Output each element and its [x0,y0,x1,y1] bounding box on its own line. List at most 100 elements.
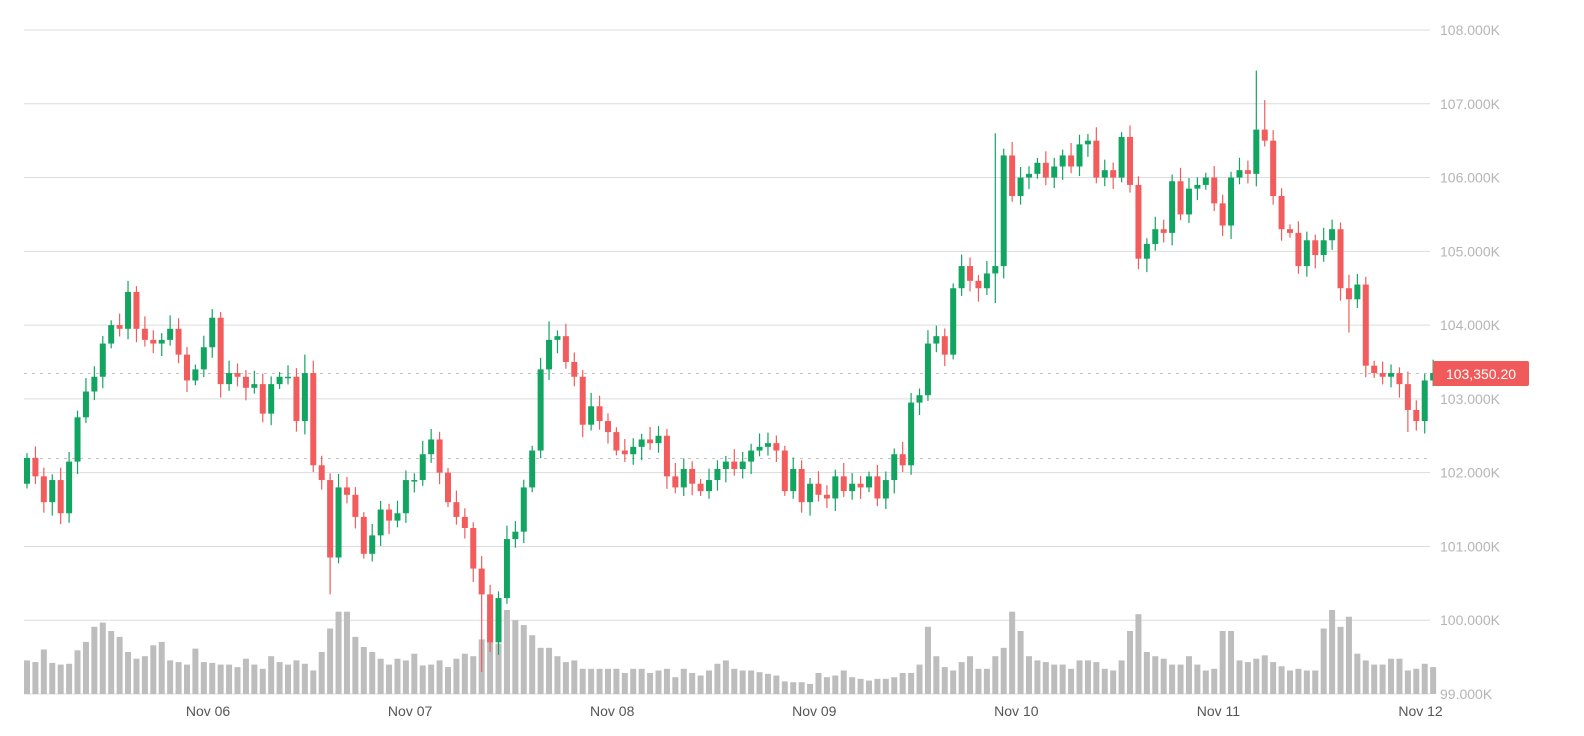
volume-bar [874,678,881,694]
volume-bar [217,664,224,694]
candle-body [1320,240,1327,256]
volume-bar [790,682,797,694]
volume-bar [1362,660,1369,694]
volume-bar [461,653,468,694]
candle-body [402,480,409,514]
volume-bar [495,643,502,694]
volume-bar [1371,664,1378,694]
x-tick-label: Nov 08 [590,703,635,719]
candle-body [82,391,89,418]
volume-bar [242,658,249,694]
volume-bar [941,667,948,694]
y-tick-label: 99.000K [1440,686,1493,702]
volume-bar [512,620,519,694]
candle-body [1287,229,1293,233]
x-tick-label: Nov 09 [792,703,837,719]
volume-bar [487,614,494,694]
candle-body [369,535,376,554]
candle-body [276,376,283,385]
volume-bar [1219,631,1226,694]
candle-body [150,339,157,344]
candle-body [32,457,39,477]
candle-body [1261,129,1268,141]
volume-bar [621,673,628,694]
volume-bar [1059,664,1066,694]
grid [24,29,1430,695]
volume-bar [571,660,578,694]
candle-body [24,457,30,484]
volume-bar [1270,662,1277,694]
candles [24,70,1437,672]
volume-bar [394,658,401,694]
candle-body [436,439,443,473]
candle-body [764,443,771,447]
candle-body [158,339,165,344]
volume-bar [529,635,536,694]
volume-bar [1278,666,1285,694]
volume-bar [436,660,443,694]
volume-bar [259,668,266,694]
volume-bar [428,664,435,694]
price-axis: 108.000K 107.000K 106.000K 105.000K 104.000K… [1440,22,1501,702]
volume-bar [546,647,553,694]
volume-bar [1101,668,1108,694]
candle-body [461,516,468,528]
volume-bar [1051,664,1058,694]
candle-body [983,273,990,289]
volume-bar [74,650,81,694]
volume-bar [40,649,47,694]
candle-body [874,476,881,499]
volume-bar [108,631,115,694]
volume-bar [453,658,460,694]
candle-body [1143,243,1150,259]
volume-bar [706,670,713,694]
candle-body [453,502,460,517]
candle-body [832,476,839,499]
candle-body [183,354,190,381]
candle-body [108,325,115,344]
volume-bar [1042,662,1049,694]
volume-bar [764,673,771,694]
volume-bar [983,668,990,694]
candle-body [1228,177,1235,226]
volume-bar [815,673,822,694]
y-tick-label: 108.000K [1440,22,1501,38]
candle-body [1160,229,1167,233]
volume-bar [1337,626,1344,694]
volume-bar [1127,631,1134,694]
candle-body [1345,288,1352,300]
volume-bar [503,610,510,694]
volume-bar [1194,664,1201,694]
candle-body [1076,144,1083,167]
candle-body [1337,229,1344,289]
candle-body [689,468,696,484]
candle-body [1312,240,1319,256]
candle-body [1278,196,1285,230]
volume-bar [807,683,814,694]
candle-body [866,476,872,488]
volume-bar [99,622,106,694]
candle-body [1051,166,1058,178]
volume-bar [1000,647,1007,694]
candle-body [882,480,889,499]
candle-body [377,509,384,536]
candle-body [1371,365,1378,374]
volume-bar [411,653,418,694]
volume-bar [1017,631,1024,694]
volume-bar [722,660,729,694]
candle-body [992,266,999,274]
candle-body [445,472,451,503]
candle-body [1118,136,1125,178]
candle-body [1169,181,1176,233]
candle-body [1295,232,1302,267]
candle-body [1177,181,1184,215]
volume-bar [1396,658,1403,694]
volume-bar [588,668,595,694]
candle-body [1068,155,1075,167]
candle-body [141,328,148,340]
volume-bar [125,652,132,694]
candle-body [1219,203,1226,226]
candle-body [840,476,847,492]
candle-body [891,454,898,481]
